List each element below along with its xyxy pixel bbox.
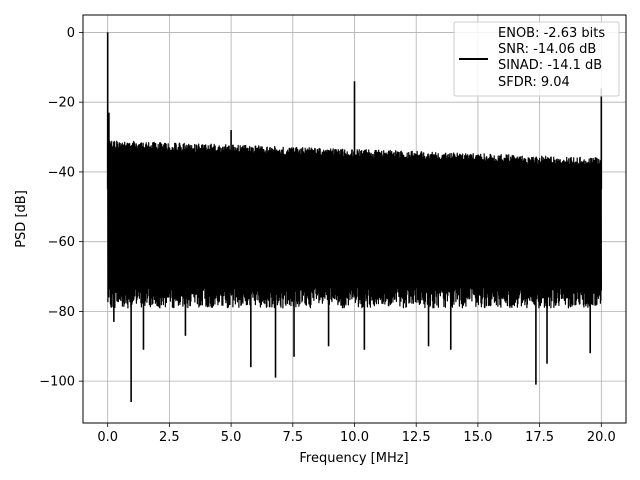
y-tick-label: −20 (48, 96, 75, 111)
y-tick-label: 0 (67, 26, 75, 41)
x-tick-label: 17.5 (525, 430, 554, 445)
legend-entry-snr: SNR: -14.06 dB (498, 42, 596, 57)
x-tick-label: 10.0 (340, 430, 369, 445)
psd-noise-trace (107, 140, 602, 309)
legend-box (453, 21, 620, 97)
legend: ENOB: -2.63 bits SNR: -14.06 dB SINAD: -… (453, 21, 620, 97)
x-tick-label: 7.5 (282, 430, 303, 445)
x-axis-label: Frequency [MHz] (299, 451, 408, 466)
x-tick-label: 5.0 (221, 430, 242, 445)
legend-entry-sfdr: SFDR: 9.04 (498, 75, 570, 90)
y-tick-label: −80 (48, 305, 75, 320)
plot-area (106, 32, 603, 403)
y-axis-label: PSD [dB] (14, 190, 29, 248)
legend-entry-enob: ENOB: -2.63 bits (498, 26, 605, 41)
x-tick-label: 20.0 (587, 430, 616, 445)
y-tick-label: −100 (39, 375, 75, 390)
x-tick-label: 12.5 (402, 430, 431, 445)
y-tick-label: −40 (48, 165, 75, 180)
x-axis-ticks: 0.0 2.5 5.0 7.5 10.0 12.5 15.0 17.5 20.0 (97, 423, 616, 445)
y-axis-ticks: 0 −20 −40 −60 −80 −100 (39, 26, 83, 390)
x-tick-label: 15.0 (463, 430, 492, 445)
x-tick-label: 0.0 (97, 430, 118, 445)
y-tick-label: −60 (48, 235, 75, 250)
legend-entry-sinad: SINAD: -14.1 dB (498, 58, 602, 73)
x-tick-label: 2.5 (159, 430, 180, 445)
